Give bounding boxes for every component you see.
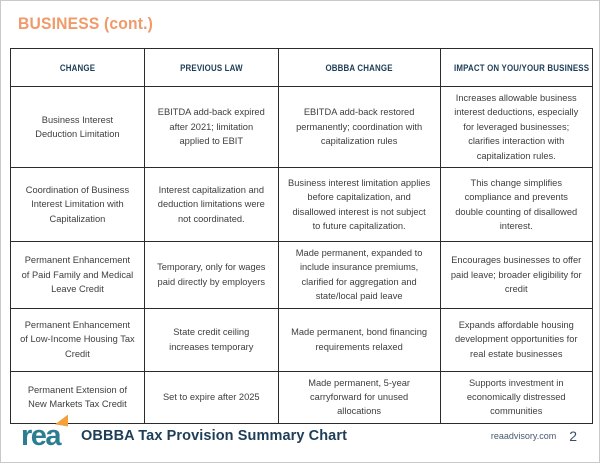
cell-change: Coordination of Business Interest Limita… [10,167,145,243]
rea-logo-text: rea [21,419,62,452]
cell-change: Business Interest Deduction Limitation [10,85,145,169]
header-previous-law: PREVIOUS LAW [143,48,279,87]
cell-previous-law: EBITDA add-back expired after 2021; limi… [143,85,279,169]
cell-obbba-change: Made permanent, expanded to include insu… [277,241,441,309]
footer-right-group: reaadvisory.com 2 [491,428,577,444]
cell-obbba-change: EBITDA add-back restored permanently; co… [277,85,441,169]
cell-obbba-change: Business interest limitation applies bef… [277,167,441,243]
cell-impact: Increases allowable business interest de… [439,85,593,169]
table-row: Business Interest Deduction Limitation E… [10,85,593,169]
cell-change: Permanent Extension of New Markets Tax C… [10,370,145,424]
table-header-row: CHANGE PREVIOUS LAW OBBBA CHANGE IMPACT … [10,48,593,87]
cell-obbba-change: Made permanent, 5-year carryforward for … [277,370,441,424]
section-title: BUSINESS (cont.) [18,14,154,33]
header-impact: IMPACT ON YOU/YOUR BUSINESS [439,48,593,87]
header-change: CHANGE [10,48,145,87]
header-obbba-change-label: OBBBA CHANGE [325,62,393,73]
cell-change: Permanent Enhancement of Low-Income Hous… [10,307,145,372]
cell-previous-law: Interest capitalization and deduction li… [143,167,279,243]
table-row: Permanent Enhancement of Paid Family and… [10,241,593,309]
tax-provision-table: CHANGE PREVIOUS LAW OBBBA CHANGE IMPACT … [10,48,593,424]
rea-logo: rea [21,414,69,452]
table-row: Permanent Extension of New Markets Tax C… [10,370,593,424]
header-impact-label: IMPACT ON YOU/YOUR BUSINESS [453,62,589,73]
cell-impact: This change simplifies compliance and pr… [439,167,593,243]
header-previous-law-label: PREVIOUS LAW [179,62,243,73]
cell-change: Permanent Enhancement of Paid Family and… [10,241,145,309]
cell-obbba-change: Made permanent, bond financing requireme… [277,307,441,372]
table-row: Permanent Enhancement of Low-Income Hous… [10,307,593,372]
page-number: 2 [569,428,577,444]
footer-chart-title: OBBBA Tax Provision Summary Chart [81,428,348,444]
cell-impact: Expands affordable housing development o… [439,307,593,372]
website-url: reaadvisory.com [490,431,557,441]
cell-impact: Encourages businesses to offer paid leav… [439,241,593,309]
cell-impact: Supports investment in economically dist… [439,370,593,424]
table-row: Coordination of Business Interest Limita… [10,167,593,243]
cell-previous-law: State credit ceiling increases temporary [143,307,279,372]
header-change-label: CHANGE [59,62,96,73]
header-obbba-change: OBBBA CHANGE [277,48,441,87]
footer: rea OBBBA Tax Provision Summary Chart re… [21,414,577,457]
cell-previous-law: Temporary, only for wages paid directly … [143,241,279,309]
cell-previous-law: Set to expire after 2025 [143,370,279,424]
